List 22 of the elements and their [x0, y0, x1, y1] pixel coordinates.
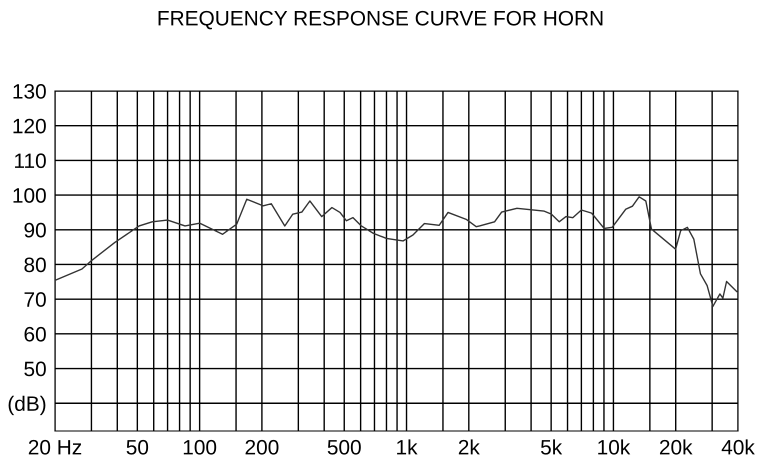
y-tick-label: (dB) — [8, 396, 46, 416]
y-tick-label: 80 — [24, 257, 46, 272]
x-tick-label: 10k — [598, 439, 630, 455]
y-tick-label: 50 — [24, 362, 46, 376]
y-tick-label: 70 — [24, 292, 46, 307]
x-tick-label: 5k — [540, 439, 562, 455]
x-tick-label: 20k — [660, 439, 693, 455]
x-tick-label: 1k — [397, 439, 418, 454]
x-tick-label: 20 Hz — [28, 440, 82, 455]
x-tick-label: 200 — [246, 440, 278, 455]
x-tick-label: 500 — [328, 440, 361, 455]
x-tick-label: 50 — [126, 440, 148, 455]
chart-title: FREQUENCY RESPONSE CURVE FOR HORN — [158, 10, 602, 30]
y-tick-label: 130 — [14, 84, 46, 99]
y-tick-label: 120 — [14, 118, 46, 134]
x-tick-label: 100 — [184, 440, 216, 455]
y-tick-label: 90 — [24, 222, 46, 238]
y-tick-label: 100 — [14, 188, 46, 203]
x-tick-label: 2k — [458, 439, 480, 454]
x-tick-label: 40k — [722, 439, 755, 455]
y-tick-label: 60 — [24, 326, 46, 342]
y-tick-label: 110 — [15, 153, 46, 168]
